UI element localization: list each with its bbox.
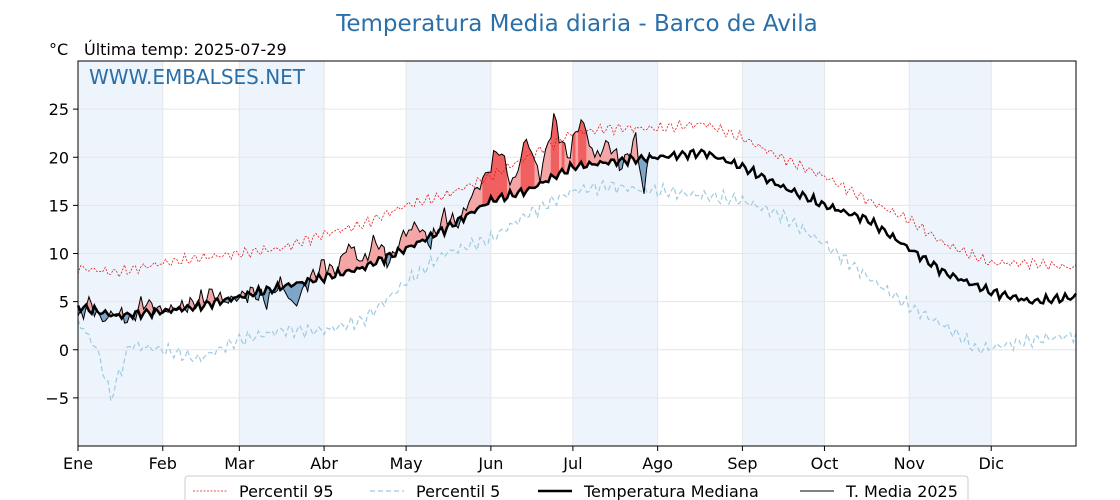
current-year-line — [77, 113, 650, 324]
grid-lines — [77, 61, 1076, 446]
last-temp-label: Última temp: 2025-07-29 — [84, 40, 287, 59]
median-line — [76, 148, 1077, 322]
y-tick-label: −5 — [45, 389, 69, 408]
legend-label-p5: Percentil 5 — [416, 482, 500, 500]
y-tick-label: 15 — [49, 196, 69, 215]
x-tick-label: Oct — [811, 454, 839, 473]
chart-title: Temperatura Media diaria - Barco de Avil… — [335, 11, 818, 37]
anomaly-fill — [293, 282, 297, 307]
legend-label-current: T. Media 2025 — [845, 482, 958, 500]
anomaly-fill — [498, 153, 503, 198]
x-tick-label: Ago — [642, 454, 673, 473]
legend: Percentil 95 Percentil 5 Temperatura Media… — [184, 475, 969, 500]
legend-label-p95: Percentil 95 — [239, 482, 334, 500]
x-tick-label: Mar — [224, 454, 255, 473]
x-tick-label: Sep — [727, 454, 757, 473]
x-tick-label: May — [390, 454, 423, 473]
p5-line — [77, 179, 1077, 403]
legend-label-median: Temperatura Mediana — [583, 482, 759, 500]
anomaly-fill — [351, 246, 355, 273]
anomaly-fill — [572, 131, 576, 171]
y-axis: −5 0 5 10 15 20 25 — [45, 100, 78, 408]
anomaly-fill — [523, 138, 527, 197]
anomaly-fill — [485, 172, 489, 206]
x-tick-label: Nov — [894, 454, 925, 473]
y-tick-label: 0 — [59, 341, 69, 360]
y-tick-label: 25 — [49, 100, 69, 119]
anomaly-fill — [553, 113, 557, 180]
series-lines — [76, 113, 1077, 403]
legend-box — [184, 475, 969, 500]
x-tick-label: Jun — [477, 454, 503, 473]
x-axis: Ene Feb Mar Abr May Jun Jul Ago Sep Oct Nov Dic — [63, 446, 1004, 473]
x-tick-label: Abr — [310, 454, 338, 473]
y-tick-label: 10 — [49, 245, 69, 264]
anomaly-fill — [496, 151, 500, 203]
y-tick-label: 20 — [49, 148, 69, 167]
x-tick-label: Dic — [978, 454, 1004, 473]
x-tick-label: Jul — [562, 454, 582, 473]
x-tick-label: Feb — [149, 454, 177, 473]
anomaly-fill — [575, 130, 579, 171]
anomaly-fill — [605, 140, 609, 165]
anomaly-fill — [408, 229, 412, 247]
watermark: WWW.EMBALSES.NET — [89, 65, 306, 89]
x-tick-label: Ene — [63, 454, 93, 473]
anomaly-fill — [493, 150, 497, 202]
y-tick-label: 5 — [59, 293, 69, 312]
unit-label: °C — [49, 40, 68, 59]
anomaly-fill — [512, 176, 516, 198]
